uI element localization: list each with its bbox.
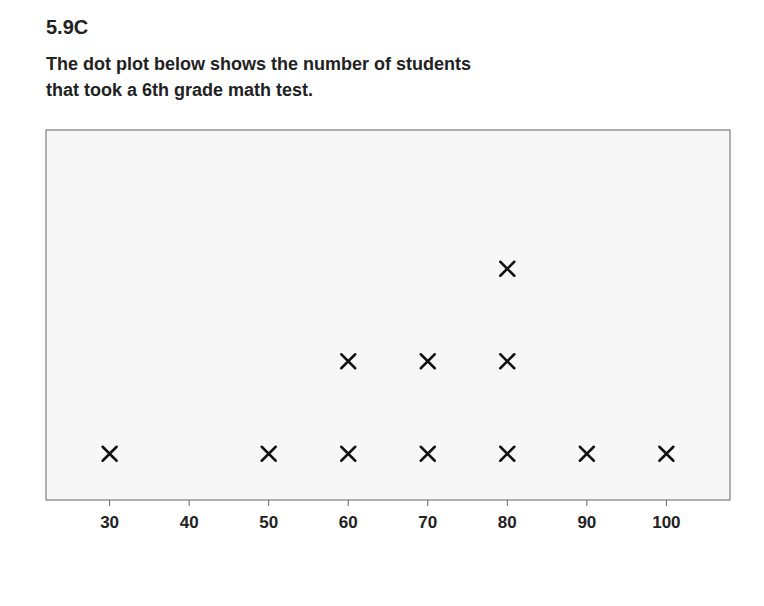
subtitle: that took a 6th grade math test. (46, 80, 313, 100)
x-tick (427, 500, 428, 506)
x-tick (348, 500, 349, 506)
chart: 5.9C The dot plot below shows the number … (0, 0, 764, 606)
x-tick (666, 500, 667, 506)
dot-mark (341, 447, 355, 461)
x-tick (586, 500, 587, 506)
x-tick-label: 40 (180, 513, 199, 532)
plot-frame (46, 130, 730, 500)
x-tick (268, 500, 269, 506)
dot-mark (500, 262, 514, 276)
title: 5.9C (46, 16, 88, 38)
x-tick-label: 70 (418, 513, 437, 532)
dot-mark (500, 354, 514, 368)
x-tick (189, 500, 190, 506)
subtitle: The dot plot below shows the number of s… (46, 54, 471, 74)
x-tick-label: 100 (652, 513, 680, 532)
dot-mark (500, 447, 514, 461)
x-tick-label: 60 (339, 513, 358, 532)
dot-mark (421, 447, 435, 461)
x-tick (109, 500, 110, 506)
marks (103, 262, 674, 461)
dot-mark (421, 354, 435, 368)
x-tick-label: 80 (498, 513, 517, 532)
x-tick-label: 50 (259, 513, 278, 532)
dot-mark (341, 354, 355, 368)
x-tick-label: 90 (577, 513, 596, 532)
dot-mark (659, 447, 673, 461)
dot-mark (103, 447, 117, 461)
x-tick-label: 30 (100, 513, 119, 532)
dot-mark (262, 447, 276, 461)
dot-mark (580, 447, 594, 461)
x-tick (507, 500, 508, 506)
